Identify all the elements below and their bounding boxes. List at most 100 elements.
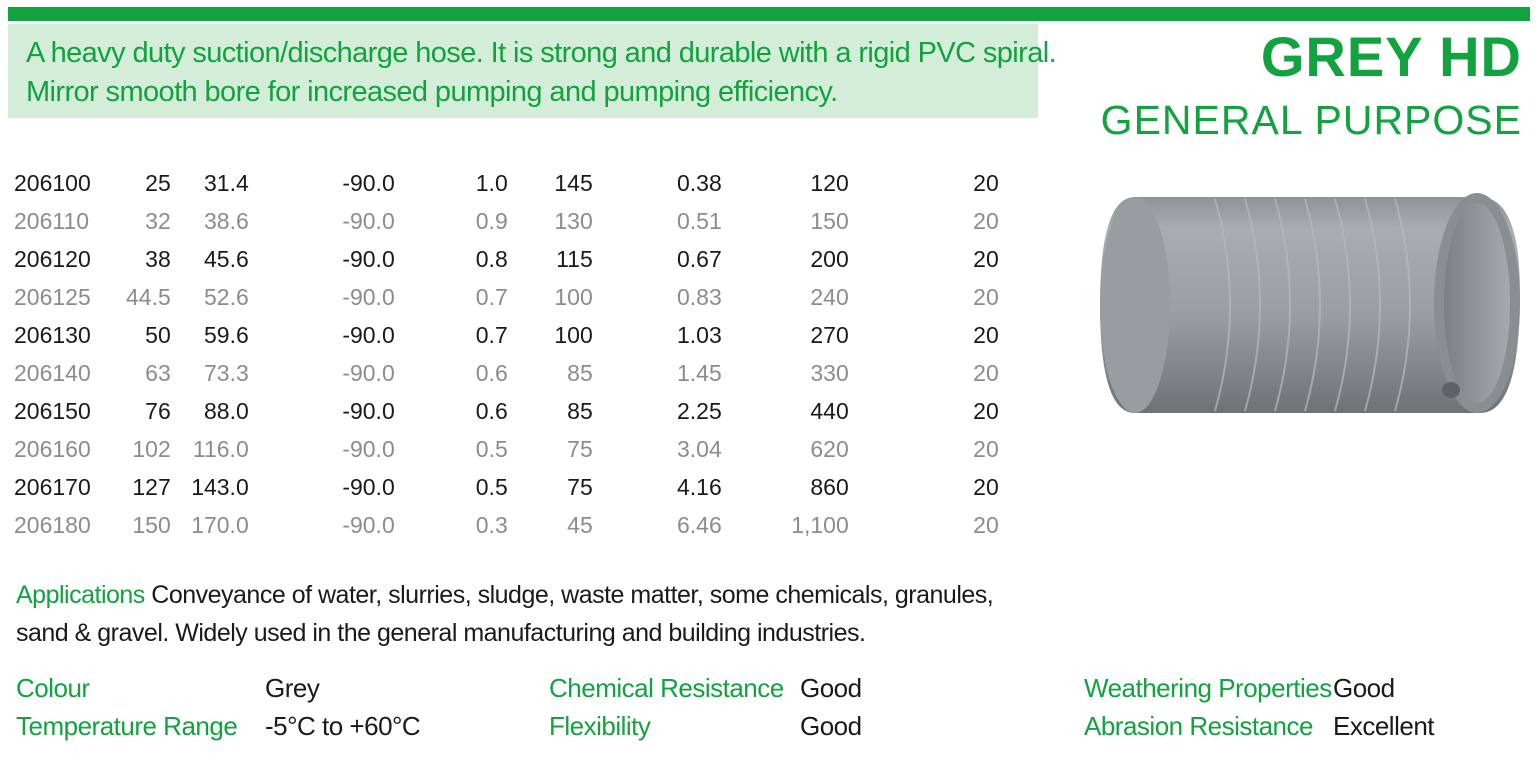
- table-row: 206100 25 31.4 -90.0 1.0 145 0.38 120 20: [14, 164, 999, 202]
- table-cell: 206140: [14, 359, 91, 386]
- table-cell: -90.0: [342, 207, 395, 234]
- product-title-block: GREY HD GENERAL PURPOSE: [1101, 26, 1522, 146]
- table-cell: 45.6: [203, 245, 249, 272]
- table-cell: 206160: [14, 435, 91, 462]
- table-row: 206160 102 116.0 -90.0 0.5 75 3.04 620 20: [14, 430, 999, 468]
- table-cell: 44.5: [125, 283, 171, 310]
- table-cell: 0.9: [475, 207, 508, 234]
- applications-label: Applications: [16, 581, 145, 609]
- weathering-value: Good: [1333, 673, 1395, 703]
- table-cell: -90.0: [342, 321, 395, 348]
- table-row: 206130 50 59.6 -90.0 0.7 100 1.03 270 20: [14, 316, 999, 354]
- table-cell: 0.3: [475, 511, 508, 538]
- flexibility-value: Good: [800, 711, 862, 741]
- table-cell: 20: [973, 321, 999, 348]
- table-row: 206140 63 73.3 -90.0 0.6 85 1.45 330 20: [14, 354, 999, 392]
- table-cell: 20: [973, 169, 999, 196]
- table-cell: 75: [567, 435, 593, 462]
- table-cell: 20: [973, 359, 999, 386]
- flexibility-label: Flexibility: [549, 711, 651, 741]
- table-cell: -90.0: [342, 283, 395, 310]
- table-cell: 0.51: [676, 207, 722, 234]
- table-cell: 330: [810, 359, 849, 386]
- applications-text: Conveyance of water, slurries, sludge, w…: [16, 581, 994, 647]
- table-cell: 6.46: [676, 511, 722, 538]
- table-cell: 150: [132, 511, 171, 538]
- top-green-bar: [8, 7, 1530, 21]
- table-cell: 145: [554, 169, 593, 196]
- table-cell: 85: [567, 359, 593, 386]
- table-cell: 0.6: [475, 359, 508, 386]
- table-cell: 31.4: [203, 169, 249, 196]
- spec-table-body: 206100 25 31.4 -90.0 1.0 145 0.38 120 20 206110 32…: [14, 164, 999, 544]
- table-cell: -90.0: [342, 245, 395, 272]
- table-cell: 1,100: [791, 511, 849, 538]
- table-cell: 0.8: [475, 245, 508, 272]
- table-cell: 206170: [14, 473, 91, 500]
- chemical-resistance-value: Good: [800, 673, 862, 703]
- table-cell: 50: [145, 321, 171, 348]
- table-cell: 38: [145, 245, 171, 272]
- table-cell: 206120: [14, 245, 91, 272]
- table-cell: 25: [145, 169, 171, 196]
- table-cell: 150: [810, 207, 849, 234]
- description-line-2: Mirror smooth bore for increased pumping…: [26, 76, 838, 108]
- table-cell: 200: [810, 245, 849, 272]
- table-cell: 20: [973, 283, 999, 310]
- table-cell: 116.0: [192, 435, 249, 462]
- description-panel: A heavy duty suction/discharge hose. It …: [8, 24, 1057, 118]
- table-cell: 206130: [14, 321, 91, 348]
- table-cell: 100: [554, 321, 593, 348]
- table-row: 206120 38 45.6 -90.0 0.8 115 0.67 200 20: [14, 240, 999, 278]
- table-cell: 0.6: [475, 397, 508, 424]
- table-cell: 270: [810, 321, 849, 348]
- table-cell: 76: [145, 397, 171, 424]
- table-cell: -90.0: [342, 397, 395, 424]
- table-cell: -90.0: [342, 359, 395, 386]
- table-cell: 440: [810, 397, 849, 424]
- abrasion-value: Excellent: [1333, 711, 1435, 741]
- table-cell: 100: [554, 283, 593, 310]
- table-cell: 0.5: [475, 473, 508, 500]
- table-cell: 2.25: [676, 397, 722, 424]
- weathering-label: Weathering Properties: [1084, 673, 1332, 703]
- chemical-resistance-label: Chemical Resistance: [549, 673, 784, 703]
- table-cell: 20: [973, 473, 999, 500]
- table-row: 206180 150 170.0 -90.0 0.3 45 6.46 1,100 20: [14, 506, 999, 544]
- table-cell: 63: [145, 359, 171, 386]
- table-cell: 120: [810, 169, 849, 196]
- table-cell: 130: [554, 207, 593, 234]
- colour-value: Grey: [265, 673, 320, 703]
- spec-table: 206100 25 31.4 -90.0 1.0 145 0.38 120 20 206110 32…: [14, 164, 999, 544]
- table-cell: -90.0: [342, 169, 395, 196]
- table-cell: 206180: [14, 511, 91, 538]
- table-cell: 102: [132, 435, 171, 462]
- temperature-label: Temperature Range: [16, 711, 238, 741]
- product-title: GREY HD: [1260, 25, 1522, 88]
- description-line-1: A heavy duty suction/discharge hose. It …: [26, 37, 1057, 69]
- table-cell: -90.0: [342, 511, 395, 538]
- table-cell: 206150: [14, 397, 91, 424]
- hose-image: [1100, 193, 1520, 413]
- table-cell: 0.67: [676, 245, 722, 272]
- table-cell: 20: [973, 245, 999, 272]
- table-cell: 0.7: [475, 321, 508, 348]
- table-cell: 73.3: [203, 359, 249, 386]
- table-row: 206110 32 38.6 -90.0 0.9 130 0.51 150 20: [14, 202, 999, 240]
- table-cell: 0.38: [676, 169, 722, 196]
- table-cell: 20: [973, 435, 999, 462]
- table-cell: 206125: [14, 283, 91, 310]
- table-row: 206125 44.5 52.6 -90.0 0.7 100 0.83 240 20: [14, 278, 999, 316]
- table-cell: -90.0: [342, 473, 395, 500]
- table-row: 206170 127 143.0 -90.0 0.5 75 4.16 860 20: [14, 468, 999, 506]
- table-cell: 0.5: [475, 435, 508, 462]
- table-cell: 3.04: [676, 435, 722, 462]
- temperature-value: -5°C to +60°C: [265, 711, 421, 741]
- table-cell: 59.6: [203, 321, 249, 348]
- table-cell: 45: [567, 511, 593, 538]
- table-cell: 206110: [14, 207, 90, 234]
- table-cell: 1.03: [676, 321, 722, 348]
- colour-label: Colour: [16, 673, 90, 703]
- table-cell: 20: [973, 511, 999, 538]
- product-subtitle: GENERAL PURPOSE: [1100, 97, 1522, 143]
